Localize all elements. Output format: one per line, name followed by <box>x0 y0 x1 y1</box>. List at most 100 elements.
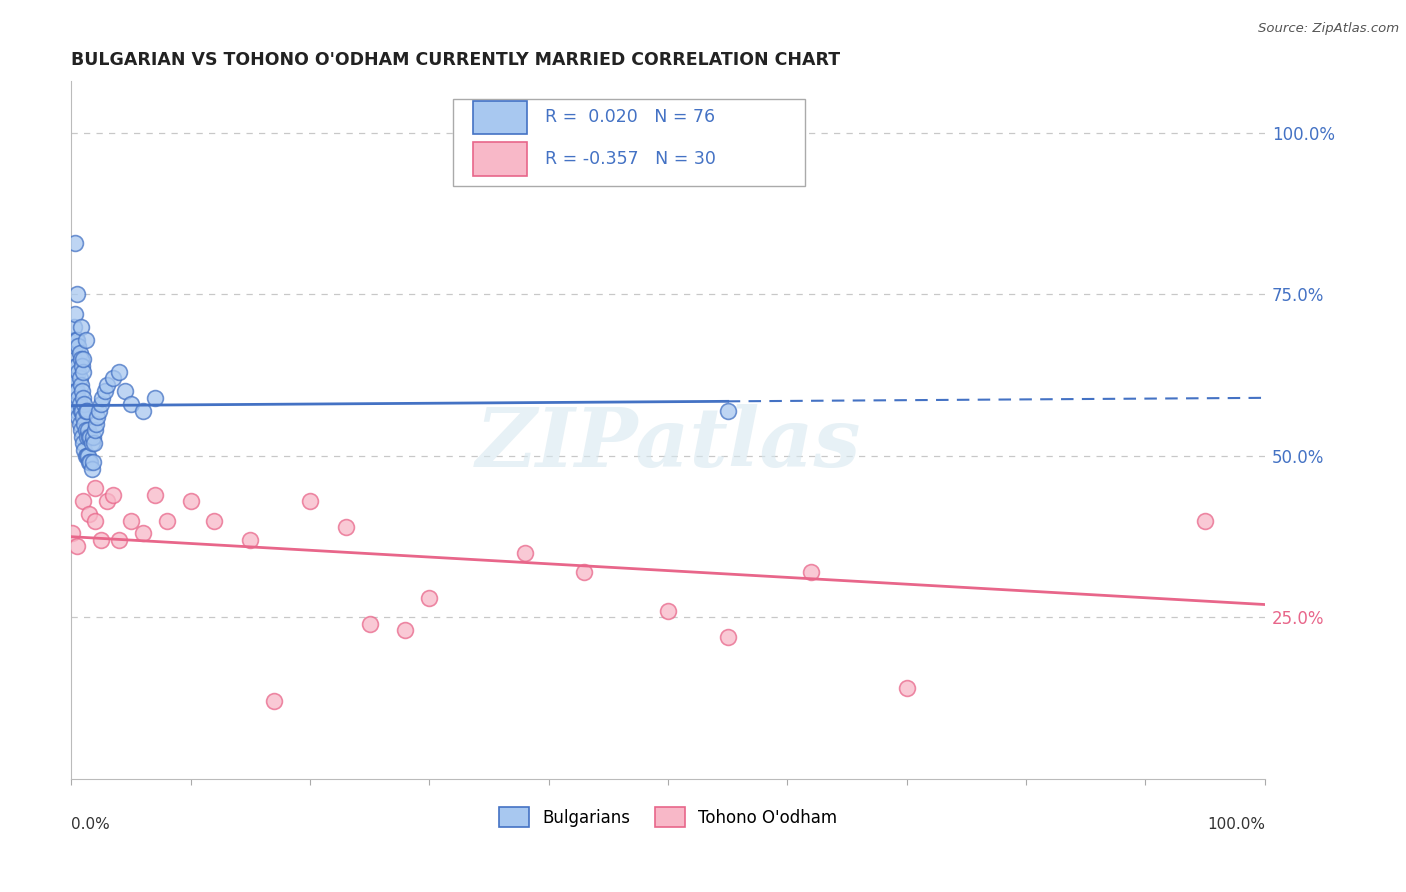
Point <box>657 604 679 618</box>
Point <box>180 494 202 508</box>
Text: R =  0.020   N = 76: R = 0.020 N = 76 <box>546 108 716 127</box>
Point <box>143 488 166 502</box>
Point <box>67 410 90 425</box>
Point <box>69 319 91 334</box>
Point <box>70 403 93 417</box>
Point <box>359 616 381 631</box>
Point <box>77 429 100 443</box>
Point <box>717 403 740 417</box>
Point <box>82 429 104 443</box>
Point <box>66 333 89 347</box>
Point <box>79 455 101 469</box>
Point <box>156 514 179 528</box>
Text: 100.0%: 100.0% <box>1206 817 1265 832</box>
Point <box>132 526 155 541</box>
Text: R = -0.357   N = 30: R = -0.357 N = 30 <box>546 150 716 168</box>
Point <box>67 365 90 379</box>
Point <box>394 624 416 638</box>
Point <box>75 449 97 463</box>
Point <box>77 449 100 463</box>
Point <box>73 397 96 411</box>
Point <box>101 488 124 502</box>
Point <box>69 345 91 359</box>
Point <box>335 520 357 534</box>
Point <box>513 546 536 560</box>
Point <box>96 494 118 508</box>
Point <box>62 333 84 347</box>
Point <box>84 423 107 437</box>
Point <box>72 365 94 379</box>
Point <box>84 514 107 528</box>
Point <box>80 436 103 450</box>
Point <box>70 359 93 373</box>
Point <box>120 514 142 528</box>
Point <box>84 417 107 431</box>
Point <box>63 235 86 250</box>
Point <box>77 507 100 521</box>
Point <box>90 533 112 547</box>
Point <box>93 384 115 399</box>
Point <box>96 378 118 392</box>
Point <box>67 391 90 405</box>
Point <box>63 307 86 321</box>
Point <box>62 319 84 334</box>
Point <box>83 436 105 450</box>
Point <box>90 397 112 411</box>
Point <box>75 423 97 437</box>
Point <box>76 449 98 463</box>
Text: Source: ZipAtlas.com: Source: ZipAtlas.com <box>1258 22 1399 36</box>
Point <box>62 352 84 367</box>
Point <box>76 429 98 443</box>
Point <box>114 384 136 399</box>
Point <box>65 384 87 399</box>
Point <box>65 333 87 347</box>
Point <box>72 391 94 405</box>
Point <box>263 694 285 708</box>
Point <box>120 397 142 411</box>
Point <box>717 630 740 644</box>
Point <box>239 533 262 547</box>
Point <box>298 494 321 508</box>
Point <box>72 410 94 425</box>
Point <box>62 526 84 541</box>
FancyBboxPatch shape <box>474 142 527 176</box>
Point <box>108 365 131 379</box>
Point <box>69 352 91 367</box>
Point <box>84 481 107 495</box>
Point <box>69 423 91 437</box>
Point <box>69 397 91 411</box>
Point <box>69 371 91 385</box>
Point <box>132 403 155 417</box>
Point <box>77 455 100 469</box>
Point <box>70 384 93 399</box>
Point <box>896 681 918 696</box>
Point <box>73 417 96 431</box>
Point <box>79 429 101 443</box>
Point <box>75 403 97 417</box>
Point <box>69 378 91 392</box>
FancyBboxPatch shape <box>474 101 527 134</box>
Text: 0.0%: 0.0% <box>72 817 110 832</box>
FancyBboxPatch shape <box>453 99 806 186</box>
Point <box>101 371 124 385</box>
Point <box>77 423 100 437</box>
Point <box>72 436 94 450</box>
Point <box>63 371 86 385</box>
Legend: Bulgarians, Tohono O'odham: Bulgarians, Tohono O'odham <box>492 801 844 833</box>
Point <box>574 566 596 580</box>
Point <box>69 403 91 417</box>
Point <box>73 442 96 457</box>
Point <box>72 352 94 367</box>
Point <box>63 397 86 411</box>
Point <box>63 339 86 353</box>
Point <box>65 359 87 373</box>
Point <box>62 371 84 385</box>
Point <box>80 462 103 476</box>
Point <box>66 403 89 417</box>
Point <box>67 339 90 353</box>
Point <box>66 287 89 301</box>
Text: BULGARIAN VS TOHONO O'ODHAM CURRENTLY MARRIED CORRELATION CHART: BULGARIAN VS TOHONO O'ODHAM CURRENTLY MA… <box>72 51 841 69</box>
Point <box>72 494 94 508</box>
Point <box>75 333 97 347</box>
Point <box>62 384 84 399</box>
